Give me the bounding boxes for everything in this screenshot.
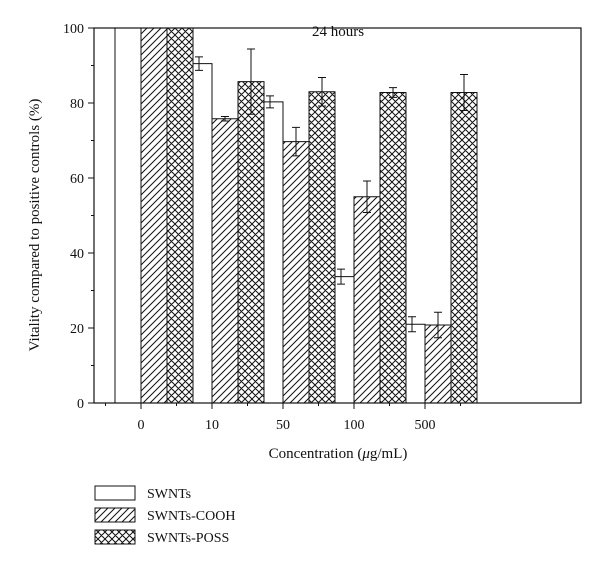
error-bar-swnts-poss-100 (389, 87, 397, 98)
x-tick-label-0: 0 (138, 418, 145, 433)
x-tick-label-100: 100 (344, 418, 365, 433)
error-bar-swnts-cooh-10 (221, 116, 229, 122)
error-bars-layer (195, 48, 468, 339)
bar-swnts-poss-100 (379, 92, 407, 404)
x-axis-label-part2: g/mL) (370, 446, 408, 462)
bar-swnts-cooh-50 (282, 141, 310, 404)
error-bar-swnts-500 (408, 316, 416, 333)
bar-swnts-poss-10 (237, 81, 265, 404)
error-bar-swnts-50 (266, 95, 274, 109)
x-tick-label-50: 50 (276, 418, 290, 433)
x-tick-label-500: 500 (415, 418, 436, 433)
error-bar-swnts-10 (195, 56, 203, 71)
y-axis-label: Vitality compared to positive controls (… (27, 99, 43, 352)
bar-swnts-poss-50 (308, 91, 336, 404)
legend: SWNTs SWNTs-COOH SWNTs-POSS (94, 485, 235, 546)
bars-layer (114, 27, 478, 404)
x-tick-label-10: 10 (205, 418, 219, 433)
bar-swnts-poss-0 (166, 27, 194, 404)
bar-swnts-cooh-0 (140, 27, 168, 404)
y-tick-label-80: 80 (70, 97, 84, 112)
legend-swatch-swnts-cooh (94, 507, 136, 523)
error-bar-swnts-poss-50 (318, 77, 326, 107)
x-axis-label: Concentration (μg/mL) (269, 446, 408, 462)
plot-frame (93, 27, 582, 404)
bar-swnts-poss-500 (450, 92, 478, 404)
y-tick-label-100: 100 (63, 22, 84, 37)
error-bar-swnts-cooh-100 (363, 180, 371, 213)
error-bar-swnts-cooh-500 (434, 311, 442, 339)
y-tick-label-20: 20 (70, 322, 84, 337)
x-axis-label-mu: μ (361, 446, 370, 462)
chart-title: 24 hours (312, 24, 364, 40)
bar-swnts-cooh-100 (353, 196, 381, 404)
legend-label-swnts-cooh: SWNTs-COOH (147, 509, 235, 524)
legend-label-swnts-poss: SWNTs-POSS (147, 531, 229, 546)
error-bar-swnts-100 (337, 268, 345, 285)
y-tick-label-0: 0 (77, 397, 84, 412)
x-axis-label-part1: Concentration ( (269, 446, 363, 462)
ticks-layer: 0 20 40 60 80 100 0 10 50 100 500 (63, 22, 461, 433)
y-tick-label-40: 40 (70, 247, 84, 262)
error-bar-swnts-cooh-50 (292, 126, 300, 157)
bar-swnts-cooh-10 (211, 118, 239, 404)
bar-swnts-0 (114, 27, 142, 404)
legend-swatch-swnts-poss (94, 529, 136, 545)
error-bar-swnts-poss-10 (247, 48, 255, 115)
legend-label-swnts: SWNTs (147, 487, 191, 502)
legend-swatch-swnts (94, 485, 136, 501)
error-bar-swnts-poss-500 (460, 74, 468, 111)
y-tick-label-60: 60 (70, 172, 84, 187)
